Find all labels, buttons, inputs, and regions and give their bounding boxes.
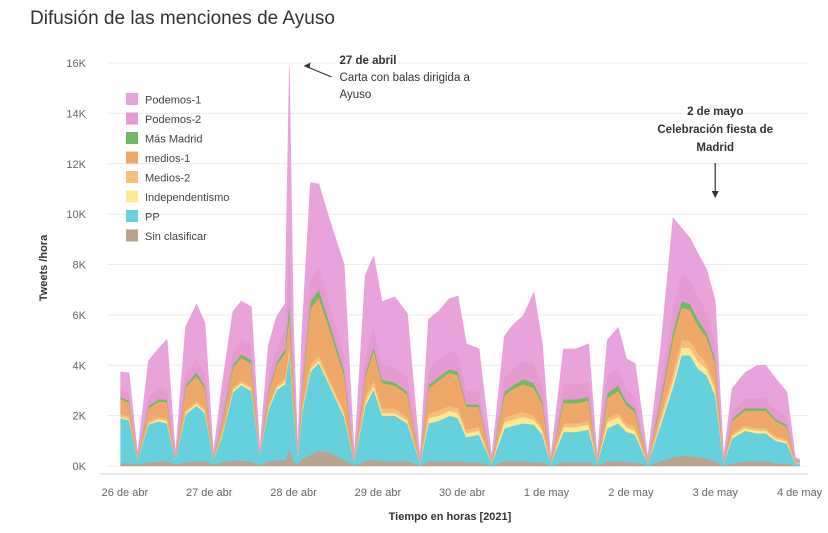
y-tick-label: 12K bbox=[66, 159, 86, 171]
y-tick-label: 0K bbox=[73, 461, 87, 473]
y-tick-label: 8K bbox=[73, 260, 87, 272]
legend-swatch bbox=[126, 190, 138, 203]
legend-swatch bbox=[126, 210, 138, 222]
annotation-text: Celebración fiesta de bbox=[657, 124, 773, 136]
legend-label: Independentismo bbox=[145, 192, 229, 204]
chart-title: Difusión de las menciones de Ayuso bbox=[30, 8, 335, 29]
legend-label: Sin clasificar bbox=[145, 231, 207, 243]
x-tick-label: 26 de abr bbox=[102, 487, 149, 499]
x-tick-label: 27 de abr bbox=[186, 487, 233, 499]
annotation-arrowhead bbox=[303, 62, 311, 69]
y-tick-label: 6K bbox=[73, 310, 87, 322]
y-tick-label: 10K bbox=[66, 209, 86, 221]
x-tick-label: 1 de may bbox=[524, 487, 570, 499]
annotations: 27 de abril Carta con balas dirigida a Ayu… bbox=[303, 55, 773, 199]
x-tick-label: 2 de may bbox=[608, 487, 654, 499]
x-tick-label: 4 de may bbox=[777, 487, 823, 499]
annotation-text: Carta con balas dirigida a bbox=[340, 72, 471, 84]
area-series bbox=[120, 67, 800, 467]
legend-swatch bbox=[126, 229, 138, 242]
legend-label: medios-1 bbox=[145, 153, 190, 165]
x-tick-label: 29 de abr bbox=[355, 487, 402, 499]
legend-label: Podemos-1 bbox=[145, 95, 201, 107]
legend-swatch bbox=[126, 151, 138, 164]
y-tick-label: 14K bbox=[66, 108, 86, 120]
annotation-text: 27 de abril bbox=[340, 55, 397, 67]
x-tick-label: 28 de abr bbox=[270, 487, 317, 499]
y-tick-label: 2K bbox=[73, 411, 87, 423]
annotation-text: Ayuso bbox=[340, 89, 372, 101]
x-axis-label: Tiempo en horas [2021] bbox=[389, 511, 512, 523]
legend-label: Podemos-2 bbox=[145, 114, 201, 126]
annotation-text: 2 de mayo bbox=[687, 106, 743, 118]
annotation-arrowhead bbox=[711, 191, 719, 199]
legend-swatch bbox=[126, 112, 138, 125]
annotation-arrow bbox=[307, 66, 332, 78]
annotation-text: Madrid bbox=[696, 142, 734, 154]
legend-swatch bbox=[126, 93, 138, 105]
y-tick-label: 16K bbox=[66, 58, 86, 70]
x-axis-ticks: 26 de abr 27 de abr 28 de abr 29 de abr 30 d… bbox=[102, 487, 823, 499]
x-tick-label: 3 de may bbox=[693, 487, 739, 499]
y-axis-label: Tweets /hora bbox=[38, 234, 50, 301]
legend-label: Medios-2 bbox=[145, 173, 190, 185]
area-podemos-1 bbox=[120, 67, 800, 461]
y-tick-label: 4K bbox=[73, 360, 87, 372]
legend: Podemos-1 Podemos-2 Más Madrid medios-1 Medi… bbox=[126, 93, 229, 243]
x-tick-label: 30 de abr bbox=[439, 487, 486, 499]
y-axis-ticks: 0K 2K 4K 6K 8K 10K 12K 14K 16K bbox=[66, 58, 86, 473]
legend-label: PP bbox=[145, 212, 160, 224]
legend-swatch bbox=[126, 171, 138, 183]
legend-label: Más Madrid bbox=[145, 134, 202, 146]
legend-swatch bbox=[126, 132, 138, 144]
